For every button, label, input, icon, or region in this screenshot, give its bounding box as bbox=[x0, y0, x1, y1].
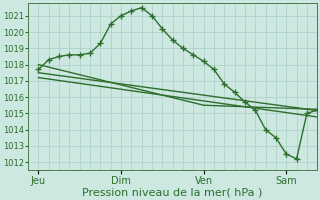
X-axis label: Pression niveau de la mer( hPa ): Pression niveau de la mer( hPa ) bbox=[83, 187, 263, 197]
